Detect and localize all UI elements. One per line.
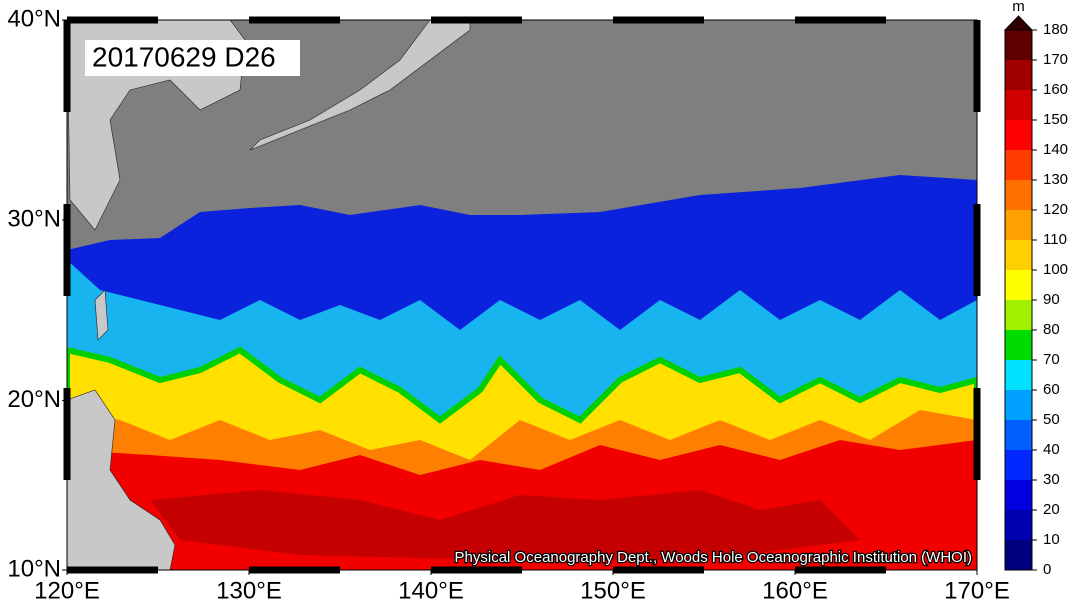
colorbar-segment	[1005, 390, 1032, 420]
map-scene: 20170629 D26 Physical Oceanography Dept.…	[67, 20, 977, 570]
lon-label: 160°E	[762, 577, 828, 604]
colorbar-label: 150	[1043, 111, 1068, 128]
lon-label: 120°E	[34, 577, 100, 604]
map-title: 20170629 D26	[92, 41, 276, 72]
colorbar-segment	[1005, 450, 1032, 480]
colorbar-label: 120	[1043, 201, 1068, 218]
colorbar-segment	[1005, 240, 1032, 270]
colorbar-segment	[1005, 360, 1032, 390]
colorbar-segment	[1005, 480, 1032, 510]
lon-label: 140°E	[398, 577, 464, 604]
colorbar-label: 170	[1043, 51, 1068, 68]
colorbar-label: 20	[1043, 501, 1060, 518]
colorbar-label: 110	[1043, 231, 1067, 248]
colorbar-segment	[1005, 60, 1032, 90]
colorbar-label: 140	[1043, 141, 1068, 158]
colorbar-segment	[1005, 150, 1032, 180]
colorbar-over	[1003, 15, 1034, 31]
lat-label: 10°N	[7, 555, 61, 582]
colorbar-label: 130	[1043, 171, 1068, 188]
colorbar-segment	[1005, 510, 1032, 540]
colorbar-segment	[1005, 120, 1032, 150]
colorbar-label: 40	[1043, 441, 1060, 458]
lon-label: 130°E	[216, 577, 282, 604]
colorbar-label: 70	[1043, 351, 1060, 368]
colorbar-label: 0	[1043, 561, 1051, 578]
colorbar-label: 50	[1043, 411, 1060, 428]
colorbar-segment	[1005, 420, 1032, 450]
lon-label: 170°E	[944, 577, 1010, 604]
colorbar-segment	[1005, 180, 1032, 210]
colorbar-segment	[1005, 210, 1032, 240]
colorbar-segment	[1005, 30, 1032, 60]
colorbar-label: 100	[1043, 261, 1068, 278]
lat-label: 30°N	[7, 205, 61, 232]
axes: 120°E 130°E 140°E 150°E 160°E 170°E 10°N 20°N 30…	[7, 0, 1068, 604]
lat-label: 20°N	[7, 386, 61, 413]
title-box	[85, 40, 300, 76]
colorbar-label: 180	[1043, 21, 1068, 38]
colorbar-segment	[1005, 270, 1032, 300]
colorbar-segment	[1005, 90, 1032, 120]
colorbar-segment	[1005, 300, 1032, 330]
lat-label: 40°N	[7, 5, 61, 32]
credit: Physical Oceanography Dept., Woods Hole …	[455, 549, 972, 566]
lon-label: 150°E	[580, 577, 646, 604]
colorbar-label: 10	[1043, 531, 1060, 548]
colorbar-label: 90	[1043, 291, 1060, 308]
frame-border	[63, 16, 981, 574]
colorbar-segment	[1005, 330, 1032, 360]
colorbar-unit: m	[1012, 0, 1025, 15]
colorbar-label: 160	[1043, 81, 1068, 98]
colorbar-segment	[1005, 540, 1032, 570]
colorbar-label: 60	[1043, 381, 1060, 398]
colorbar-label: 80	[1043, 321, 1060, 338]
colorbar-label: 30	[1043, 471, 1060, 488]
